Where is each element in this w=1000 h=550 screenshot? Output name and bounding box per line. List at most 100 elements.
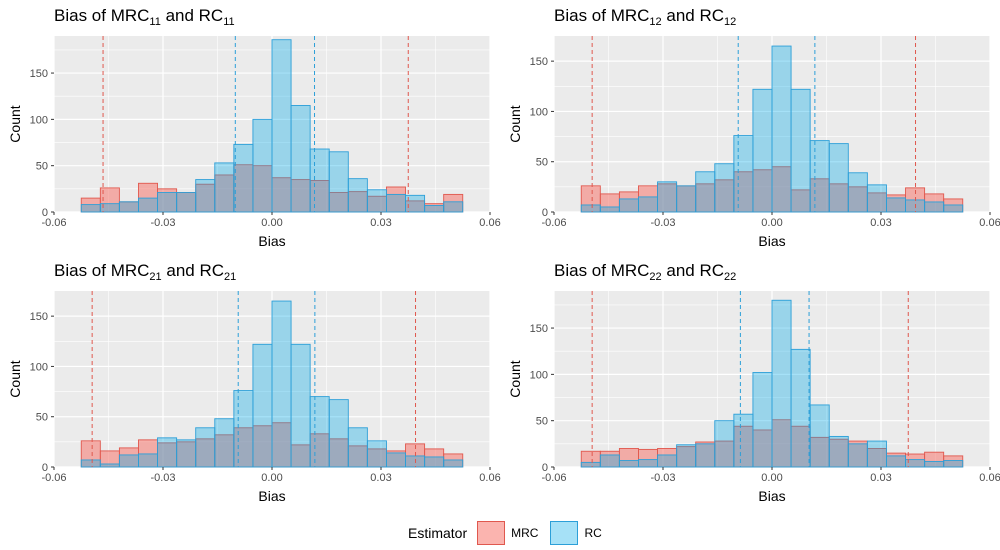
rc-bar <box>828 435 849 468</box>
x-tick-label: 0.00 <box>261 217 282 229</box>
rc-bar <box>424 205 445 213</box>
x-tick-label: -0.06 <box>541 217 566 229</box>
panel-title: Bias of MRC12 and RC12 <box>554 6 737 28</box>
rc-bar <box>309 396 330 468</box>
rc-bar <box>80 204 101 213</box>
rc-bar <box>176 192 197 213</box>
rc-bar <box>157 437 178 468</box>
rc-bar <box>695 443 716 468</box>
rc-bar <box>676 444 697 468</box>
y-tick-label: 150 <box>30 311 48 323</box>
panel-title: Bias of MRC22 and RC22 <box>554 261 737 283</box>
rc-bar <box>714 420 735 468</box>
y-axis-title: Count <box>7 105 23 142</box>
rc-bar <box>118 201 139 213</box>
y-axis-title: Count <box>507 360 523 397</box>
y-tick-label: 150 <box>30 68 48 80</box>
rc-bar <box>943 460 964 468</box>
rc-bar <box>195 179 216 213</box>
x-tick-label: 0.03 <box>870 217 891 229</box>
rc-bar <box>233 143 254 213</box>
y-tick-label: 50 <box>36 412 48 424</box>
rc-bar <box>657 454 678 468</box>
x-tick-label: -0.03 <box>150 217 175 229</box>
x-tick-label: 0.06 <box>979 217 1000 229</box>
legend-label-rc: RC <box>584 526 602 540</box>
rc-bar <box>924 201 945 213</box>
panel-bias-12: Bias of MRC12 and RC12 -0.06 -0.03 0.00 0.0… <box>500 0 1000 262</box>
x-axis-title: Bias <box>258 488 285 504</box>
rc-bar <box>752 88 773 213</box>
histogram-plot: -0.06 -0.03 0.00 0.03 0.06 0 50 100 150 Bias Count <box>7 291 501 504</box>
rc-bar <box>252 118 273 213</box>
rc-bar <box>176 439 197 468</box>
rc-bar <box>733 135 754 213</box>
rc-bar <box>290 105 311 213</box>
rc-bar <box>271 39 292 213</box>
x-tick-label: 0.06 <box>979 472 1000 484</box>
panel-bias-11: Bias of MRC11 and RC11 -0.06 -0.03 0.00 0.0… <box>0 0 501 262</box>
x-tick-label: 0.00 <box>761 472 782 484</box>
rc-bar <box>80 459 101 468</box>
rc-bar <box>886 197 906 213</box>
panel-bias-22: Bias of MRC22 and RC22 -0.06 -0.03 0.00 0.0… <box>500 255 1000 517</box>
y-tick-label: 150 <box>530 323 548 335</box>
x-tick-label: 0.00 <box>761 217 782 229</box>
rc-bar <box>386 452 406 468</box>
rc-bar <box>790 348 811 468</box>
x-tick-label: 0.03 <box>370 472 391 484</box>
legend-label-mrc: MRC <box>511 526 539 540</box>
y-tick-label: 0 <box>42 462 48 474</box>
rc-bar <box>157 192 178 213</box>
rc-bar <box>943 204 964 213</box>
x-tick-label: -0.03 <box>650 217 675 229</box>
y-tick-label: 150 <box>530 56 548 68</box>
x-tick-label: -0.06 <box>41 472 66 484</box>
x-tick-label: -0.06 <box>541 472 566 484</box>
rc-bar <box>886 455 906 468</box>
rc-bar <box>214 418 235 468</box>
rc-bar <box>866 184 887 213</box>
y-tick-label: 0 <box>42 207 48 219</box>
rc-bar <box>828 143 849 213</box>
panel-bias-21: Bias of MRC21 and RC21 -0.06 -0.03 0.00 0.0… <box>0 255 501 517</box>
rc-bar <box>386 193 406 213</box>
rc-bar <box>790 88 811 213</box>
y-tick-label: 0 <box>542 462 548 474</box>
y-tick-label: 50 <box>536 416 548 428</box>
x-tick-label: 0.00 <box>261 472 282 484</box>
x-tick-label: 0.06 <box>479 217 500 229</box>
histogram-plot: -0.06 -0.03 0.00 0.03 0.06 0 50 100 150 Bias Count <box>7 36 501 249</box>
y-axis-title: Count <box>507 105 523 142</box>
y-tick-label: 0 <box>542 207 548 219</box>
panel-title: Bias of MRC21 and RC21 <box>54 261 237 283</box>
x-tick-label: -0.06 <box>41 217 66 229</box>
rc-bar <box>366 189 387 213</box>
y-tick-label: 50 <box>536 157 548 169</box>
y-tick-label: 50 <box>36 161 48 173</box>
histogram-plot: -0.06 -0.03 0.00 0.03 0.06 0 50 100 150 Bias Count <box>507 291 1000 504</box>
rc-bar <box>347 427 368 468</box>
rc-bar <box>233 390 254 468</box>
rc-bar <box>214 162 235 213</box>
rc-bar <box>99 463 120 468</box>
rc-bar <box>714 163 735 213</box>
rc-bar <box>618 198 639 213</box>
x-axis-title: Bias <box>758 488 785 504</box>
rc-bar <box>138 197 159 213</box>
legend-key-rc <box>550 521 579 545</box>
x-tick-label: -0.03 <box>150 472 175 484</box>
panel-title: Bias of MRC11 and RC11 <box>54 6 235 28</box>
rc-bar <box>138 453 159 468</box>
rc-bar <box>657 181 678 213</box>
rc-bar <box>599 206 620 213</box>
rc-bar <box>695 171 716 213</box>
rc-bar <box>118 454 139 468</box>
x-tick-label: -0.03 <box>650 472 675 484</box>
rc-bar <box>424 456 445 468</box>
rc-bar <box>809 140 830 213</box>
rc-bar <box>405 194 426 213</box>
histogram-plot: -0.06 -0.03 0.00 0.03 0.06 0 50 100 150 Bias Count <box>507 36 1000 249</box>
rc-bar <box>290 343 311 468</box>
rc-bar <box>580 461 601 468</box>
